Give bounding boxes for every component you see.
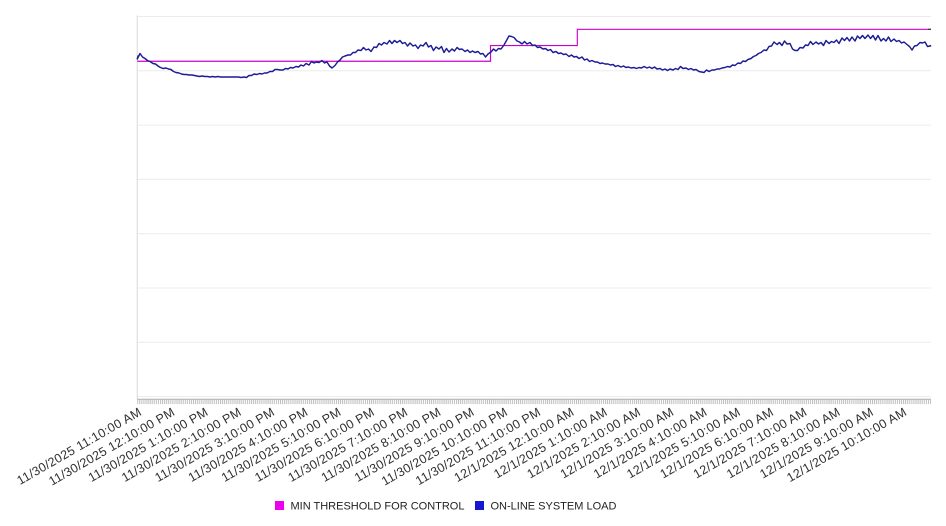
- svg-text:ON-LINE SYSTEM LOAD: ON-LINE SYSTEM LOAD: [491, 501, 617, 513]
- svg-text:MIN THRESHOLD FOR CONTROL: MIN THRESHOLD FOR CONTROL: [291, 501, 465, 513]
